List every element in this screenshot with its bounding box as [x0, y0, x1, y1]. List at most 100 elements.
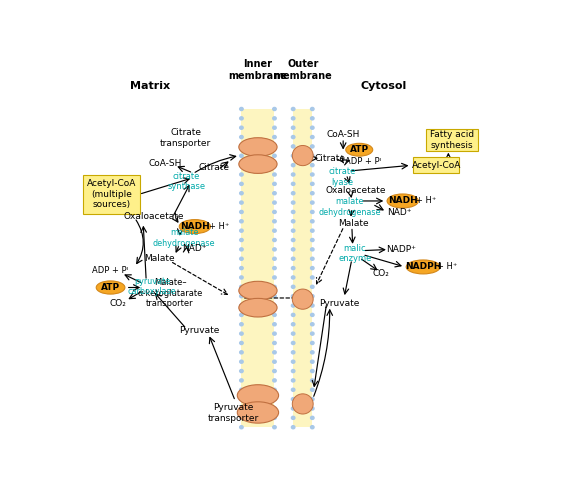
Circle shape	[291, 117, 295, 120]
Circle shape	[240, 192, 243, 195]
Circle shape	[240, 117, 243, 120]
Ellipse shape	[237, 385, 279, 406]
Circle shape	[240, 360, 243, 363]
Circle shape	[291, 388, 295, 391]
Circle shape	[273, 220, 276, 223]
Text: malic
enzyme: malic enzyme	[338, 243, 371, 263]
Text: ATP: ATP	[350, 145, 369, 154]
Circle shape	[240, 210, 243, 214]
Circle shape	[240, 107, 243, 110]
Circle shape	[291, 107, 295, 110]
Circle shape	[291, 229, 295, 232]
Circle shape	[240, 229, 243, 232]
Circle shape	[291, 416, 295, 419]
Circle shape	[311, 257, 314, 260]
Text: Inner
membrane: Inner membrane	[228, 59, 287, 81]
Circle shape	[273, 332, 276, 335]
Circle shape	[311, 107, 314, 110]
Circle shape	[240, 154, 243, 157]
Circle shape	[273, 126, 276, 129]
Circle shape	[311, 267, 314, 270]
Text: CO₂: CO₂	[373, 270, 389, 278]
Ellipse shape	[239, 155, 277, 173]
Text: Pyruvate: Pyruvate	[180, 327, 220, 336]
Circle shape	[311, 145, 314, 148]
Text: CoA-SH: CoA-SH	[327, 131, 360, 140]
Circle shape	[273, 341, 276, 345]
Text: CoA-SH: CoA-SH	[148, 159, 182, 168]
Circle shape	[291, 248, 295, 251]
Circle shape	[311, 201, 314, 204]
Text: Outer
membrane: Outer membrane	[273, 59, 332, 81]
Ellipse shape	[292, 146, 313, 166]
Ellipse shape	[180, 220, 210, 233]
Text: Pyruvate
transporter: Pyruvate transporter	[208, 403, 259, 422]
Circle shape	[273, 323, 276, 326]
Circle shape	[291, 136, 295, 139]
Text: pyruvate
carboxylase: pyruvate carboxylase	[127, 277, 176, 296]
Circle shape	[240, 276, 243, 279]
Circle shape	[311, 295, 314, 298]
Circle shape	[311, 154, 314, 157]
Circle shape	[311, 369, 314, 372]
Circle shape	[273, 360, 276, 363]
Circle shape	[273, 426, 276, 429]
Circle shape	[273, 276, 276, 279]
Circle shape	[273, 388, 276, 391]
Circle shape	[240, 257, 243, 260]
Bar	[293, 109, 312, 427]
Circle shape	[311, 304, 314, 307]
Circle shape	[273, 136, 276, 139]
Circle shape	[273, 304, 276, 307]
Circle shape	[240, 136, 243, 139]
Circle shape	[291, 323, 295, 326]
Circle shape	[291, 285, 295, 288]
Circle shape	[311, 182, 314, 185]
Circle shape	[273, 379, 276, 382]
Circle shape	[273, 267, 276, 270]
Circle shape	[291, 182, 295, 185]
Text: NADH: NADH	[388, 197, 417, 206]
Circle shape	[240, 285, 243, 288]
Circle shape	[273, 407, 276, 410]
Circle shape	[311, 323, 314, 326]
Circle shape	[291, 164, 295, 167]
Circle shape	[273, 210, 276, 214]
Circle shape	[311, 136, 314, 139]
Circle shape	[240, 304, 243, 307]
Circle shape	[311, 173, 314, 176]
Circle shape	[273, 192, 276, 195]
Circle shape	[273, 248, 276, 251]
Text: ADP + Pᴵ: ADP + Pᴵ	[344, 157, 381, 166]
Circle shape	[291, 126, 295, 129]
Text: NAD⁺: NAD⁺	[182, 244, 206, 253]
Text: malate
dehydrogenase: malate dehydrogenase	[153, 228, 215, 247]
Circle shape	[291, 398, 295, 401]
Ellipse shape	[346, 143, 373, 156]
Circle shape	[311, 398, 314, 401]
Circle shape	[291, 426, 295, 429]
Text: + H⁺: + H⁺	[209, 222, 229, 231]
Circle shape	[273, 238, 276, 241]
Circle shape	[311, 379, 314, 382]
Circle shape	[273, 285, 276, 288]
Bar	[241, 109, 274, 427]
Text: Citrate
transporter: Citrate transporter	[160, 129, 211, 148]
Circle shape	[311, 332, 314, 335]
Circle shape	[311, 220, 314, 223]
Circle shape	[311, 313, 314, 317]
Circle shape	[240, 145, 243, 148]
Circle shape	[240, 248, 243, 251]
Circle shape	[240, 295, 243, 298]
Circle shape	[240, 398, 243, 401]
Circle shape	[311, 192, 314, 195]
Circle shape	[240, 426, 243, 429]
Circle shape	[311, 351, 314, 354]
Circle shape	[291, 210, 295, 214]
Circle shape	[240, 369, 243, 372]
Circle shape	[240, 267, 243, 270]
Circle shape	[273, 201, 276, 204]
Circle shape	[291, 154, 295, 157]
Circle shape	[273, 313, 276, 317]
Circle shape	[273, 416, 276, 419]
